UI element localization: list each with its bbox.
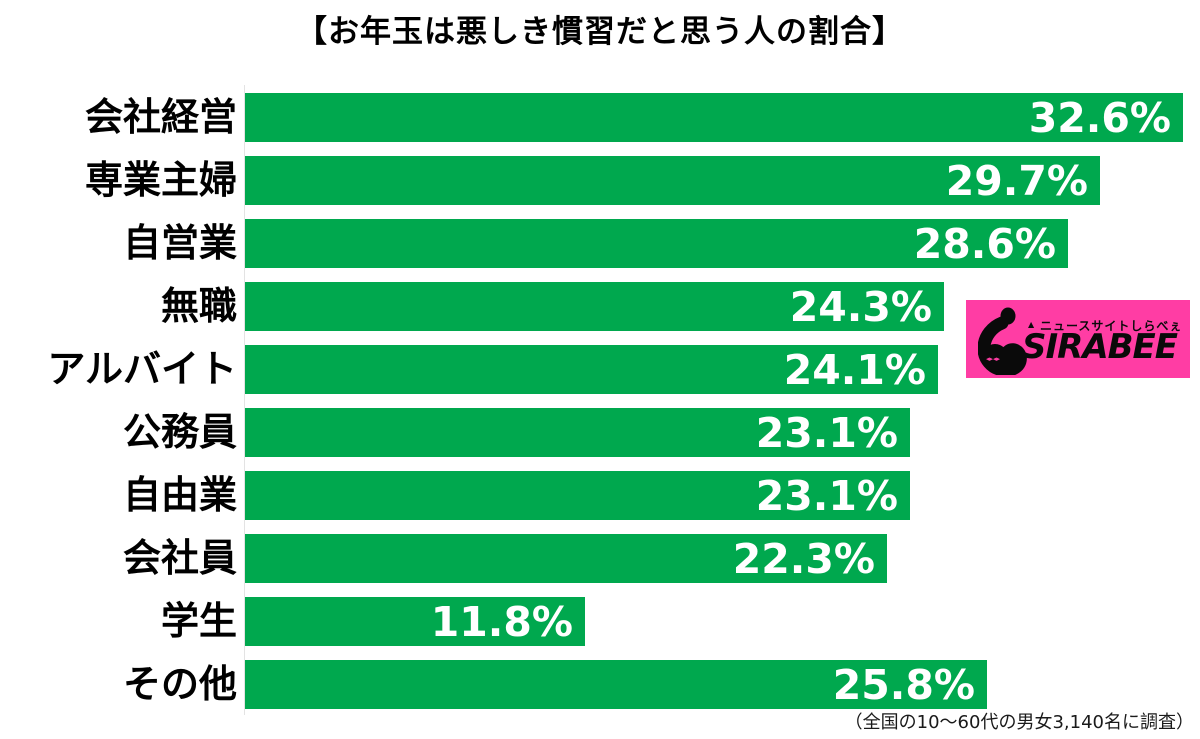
value-label: 24.3% [789,283,932,331]
value-label: 32.6% [1028,94,1171,142]
bar: 23.1% [245,471,910,520]
category-label: アルバイト [47,347,237,391]
category-label: 公務員 [122,410,237,454]
logo-pointer-icon: ▲ [1028,320,1035,329]
category-label: その他 [122,662,237,706]
value-label: 11.8% [430,598,573,646]
chart-row: アルバイト 24.1% [0,345,1200,394]
value-label: 25.8% [832,661,975,709]
value-label: 29.7% [945,157,1088,205]
sirabee-hook-icon [978,307,1027,375]
chart-row: 会社員 22.3% [0,534,1200,583]
chart-row: 自営業 28.6% [0,219,1200,268]
category-label: 無職 [160,284,237,328]
chart-row: 会社経営 32.6% [0,93,1200,142]
mark-arrows-icon: ◂▸◂▸ [986,355,1001,363]
category-label: 学生 [160,599,237,643]
category-label: 専業主婦 [84,158,237,202]
category-label: 自由業 [122,473,237,517]
sirabee-logo: ◂▸◂▸ ▲ ニュースサイトしらべぇ SIRABEE [966,300,1190,378]
category-label: 自営業 [122,221,237,265]
logo-tagline: ニュースサイトしらべぇ [1040,319,1183,333]
logo-brand: SIRABEE [1022,327,1178,367]
category-label: 会社員 [122,536,237,580]
bar: 28.6% [245,219,1068,268]
bar: 32.6% [245,93,1183,142]
bar: 24.1% [245,345,938,394]
bar: 11.8% [245,597,585,646]
value-label: 24.1% [783,346,926,394]
chart-row: 公務員 23.1% [0,408,1200,457]
bar: 22.3% [245,534,887,583]
chart-row: 無職 24.3% [0,282,1200,331]
bar: 25.8% [245,660,987,709]
category-label: 会社経営 [84,95,237,139]
axis-baseline [244,85,245,715]
chart-row: 自由業 23.1% [0,471,1200,520]
chart-row: その他 25.8% [0,660,1200,709]
bar: 24.3% [245,282,944,331]
bar: 23.1% [245,408,910,457]
value-label: 28.6% [913,220,1056,268]
value-label: 23.1% [755,409,898,457]
bar: 29.7% [245,156,1100,205]
chart-title: 【お年玉は悪しき慣習だと思う人の割合】 [296,14,904,50]
survey-note: （全国の10〜60代の男女3,140名に調査） [844,712,1194,733]
value-label: 22.3% [732,535,875,583]
chart-row: 専業主婦 29.7% [0,156,1200,205]
chart-row: 学生 11.8% [0,597,1200,646]
value-label: 23.1% [755,472,898,520]
